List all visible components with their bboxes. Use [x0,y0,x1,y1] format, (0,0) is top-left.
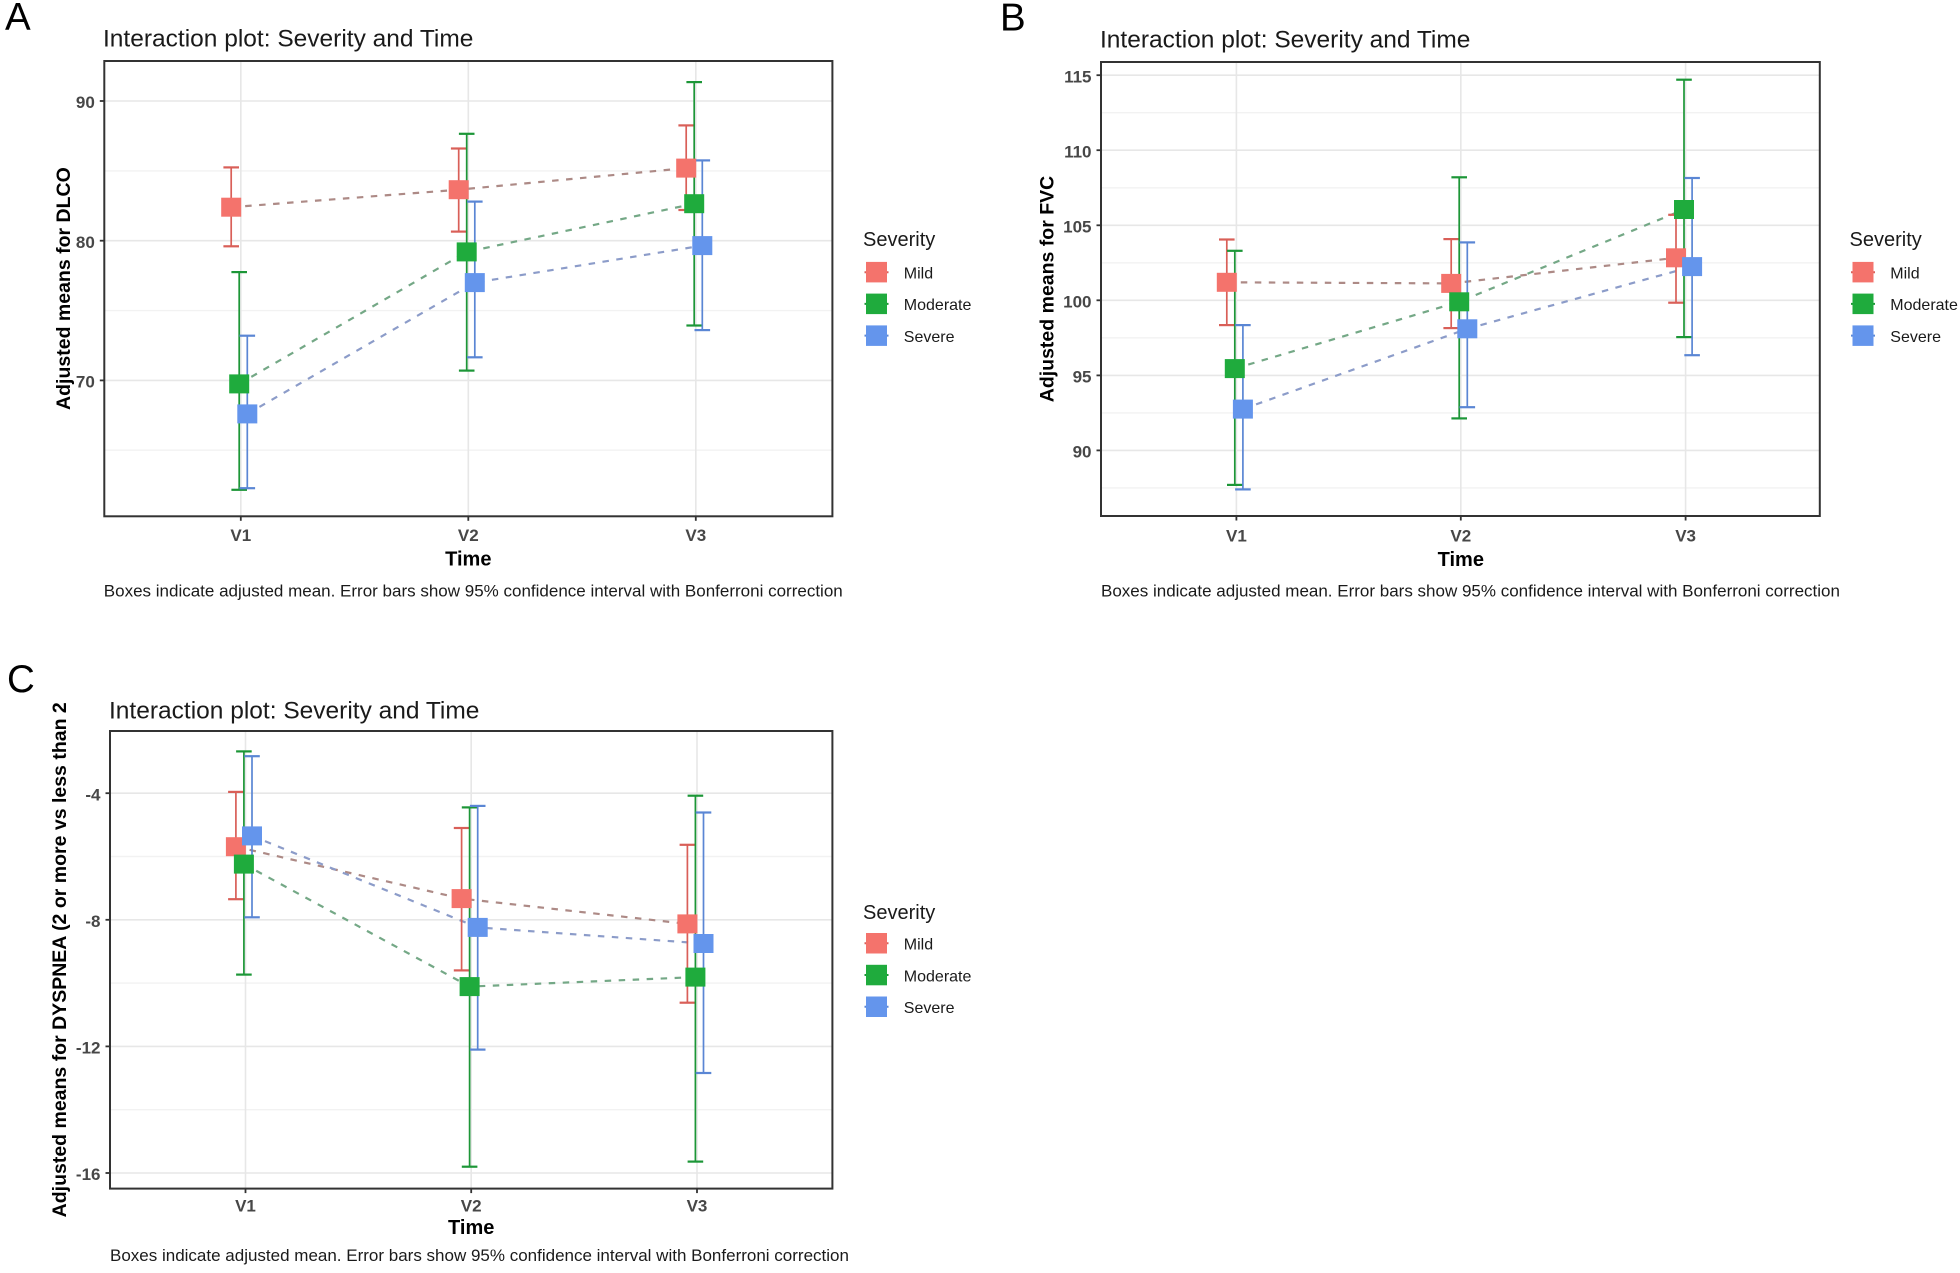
svg-text:V1: V1 [230,526,251,545]
svg-text:105: 105 [1063,218,1091,237]
svg-text:80: 80 [76,233,95,252]
svg-text:Time: Time [448,1217,494,1239]
svg-text:Mild: Mild [1890,266,1919,283]
svg-text:V3: V3 [1675,527,1696,546]
svg-text:100: 100 [1063,293,1091,312]
svg-text:V2: V2 [461,1197,482,1216]
svg-text:110: 110 [1064,142,1091,161]
svg-text:V2: V2 [1450,527,1471,546]
svg-text:Moderate: Moderate [904,297,972,314]
svg-text:Moderate: Moderate [904,968,972,985]
svg-text:Boxes indicate adjusted mean.: Boxes indicate adjusted mean. Error bars… [1101,582,1840,601]
svg-text:A: A [5,0,31,39]
svg-text:Time: Time [445,549,491,571]
svg-text:V2: V2 [458,526,479,545]
svg-text:Boxes indicate adjusted mean.: Boxes indicate adjusted mean. Error bars… [104,582,843,601]
svg-text:Adjusted means for DLCO: Adjusted means for DLCO [53,167,75,410]
svg-text:V1: V1 [235,1197,256,1216]
svg-text:90: 90 [1073,443,1092,462]
svg-text:Adjusted means for FVC: Adjusted means for FVC [1037,176,1059,402]
svg-text:-12: -12 [76,1039,101,1058]
svg-text:Boxes indicate adjusted mean.: Boxes indicate adjusted mean. Error bars… [110,1246,849,1265]
svg-text:Severe: Severe [904,329,955,346]
svg-text:V3: V3 [687,1197,708,1216]
svg-text:Interaction plot: Severity and: Interaction plot: Severity and Time [109,698,479,725]
svg-text:Severe: Severe [1890,329,1941,346]
svg-text:V1: V1 [1226,527,1247,546]
svg-text:C: C [7,658,35,701]
svg-text:-4: -4 [85,785,101,804]
svg-text:Severity: Severity [1850,229,1922,251]
svg-text:-16: -16 [76,1165,101,1184]
svg-text:90: 90 [76,93,95,112]
svg-text:Severity: Severity [863,229,935,251]
svg-text:-8: -8 [85,912,100,931]
svg-text:Time: Time [1438,549,1484,571]
svg-text:95: 95 [1073,368,1092,387]
svg-text:Interaction plot: Severity and: Interaction plot: Severity and Time [103,26,473,53]
svg-text:70: 70 [76,373,95,392]
svg-text:Severity: Severity [863,902,935,924]
svg-text:Mild: Mild [904,937,933,954]
svg-text:Moderate: Moderate [1890,297,1958,314]
svg-text:Interaction plot: Severity and: Interaction plot: Severity and Time [1100,27,1470,54]
svg-text:V3: V3 [685,526,706,545]
svg-text:115: 115 [1064,67,1091,86]
svg-text:Mild: Mild [904,266,933,283]
svg-text:B: B [1000,0,1026,39]
svg-text:Adjusted means for DYSPNEA (2: Adjusted means for DYSPNEA (2 or more vs… [49,702,71,1217]
svg-text:Severe: Severe [904,1000,955,1017]
